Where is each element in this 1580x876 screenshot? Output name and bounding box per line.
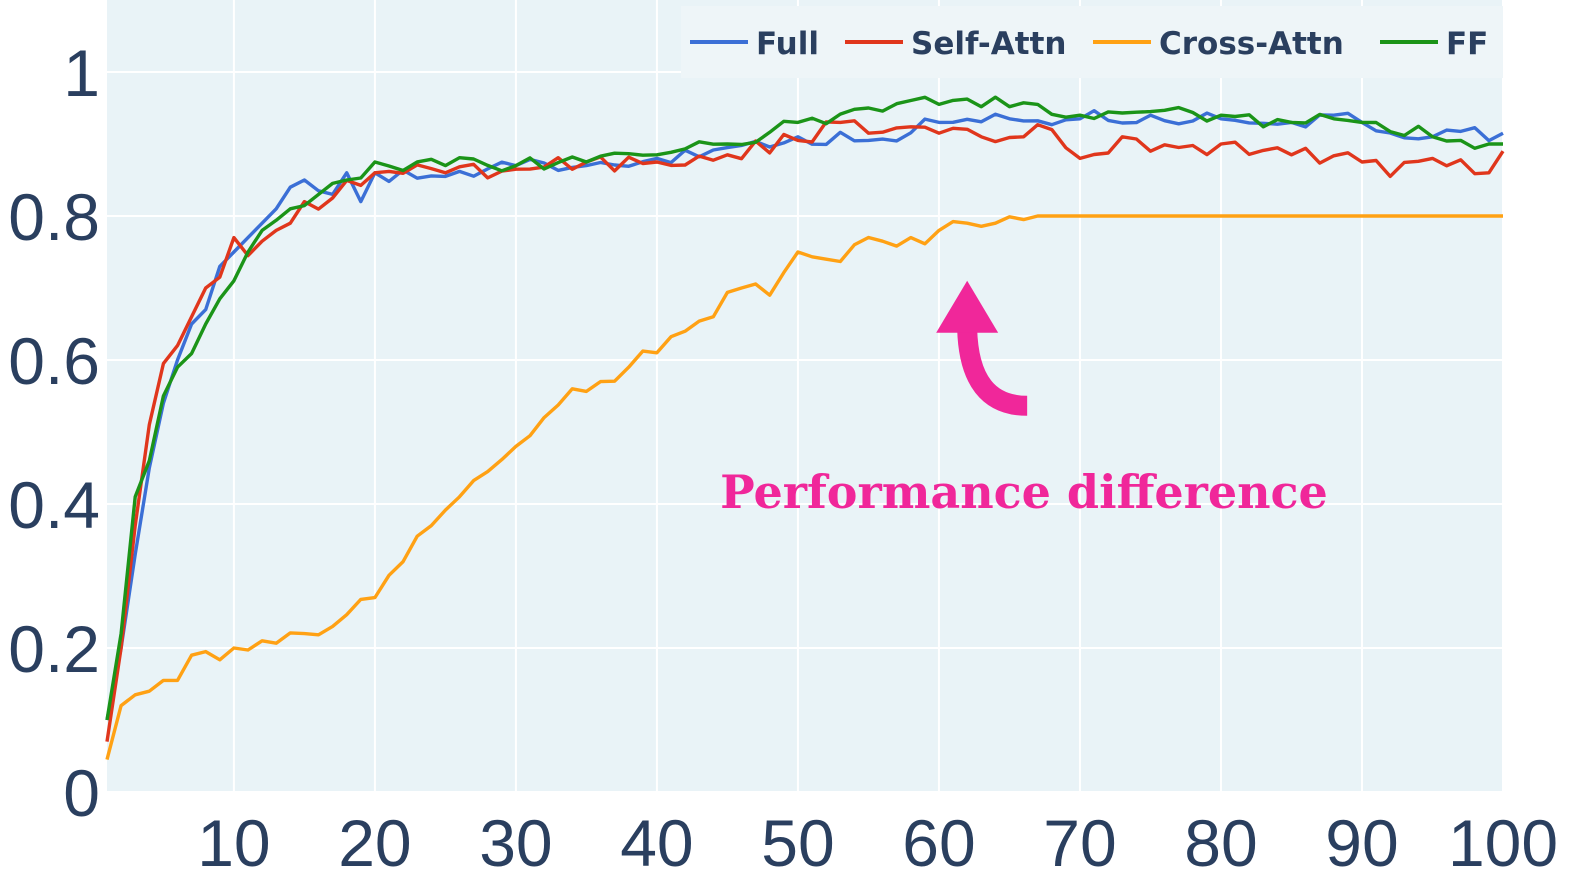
y-axis-ticks: 0 0.2 0.4 0.6 0.8 1 [8, 36, 100, 830]
legend-label: Self-Attn [911, 26, 1066, 62]
annotation-arrow-shaft [957, 328, 1028, 416]
plot-background [107, 0, 1503, 792]
annotation: Performance difference [720, 280, 1328, 519]
x-tick-label: 40 [620, 806, 693, 876]
legend-label: Full [756, 26, 819, 62]
y-tick-label: 0.8 [8, 180, 100, 254]
x-tick-label: 20 [338, 806, 411, 876]
series-lines [105, 95, 1505, 761]
x-tick-label: 60 [902, 806, 975, 876]
legend-label: Cross-Attn [1159, 26, 1344, 62]
series-line-ff [105, 95, 1503, 721]
x-tick-label: 50 [761, 806, 834, 876]
annotation-arrow-head [936, 280, 999, 333]
x-tick-label: 90 [1325, 806, 1398, 876]
x-tick-label: 80 [1184, 806, 1257, 876]
y-tick-label: 1 [63, 36, 100, 110]
y-tick-label: 0.2 [8, 612, 100, 686]
series-line-self-attn [105, 119, 1505, 742]
y-tick-label: 0.4 [8, 468, 100, 542]
x-tick-label: 100 [1448, 806, 1558, 876]
annotation-text: Performance difference [720, 465, 1328, 519]
x-tick-label: 30 [479, 806, 552, 876]
x-tick-label: 10 [197, 806, 270, 876]
gridlines [107, 0, 1504, 793]
y-tick-label: 0.6 [8, 324, 100, 398]
legend-background [681, 6, 1503, 78]
series-line-cross-attn [105, 214, 1503, 761]
y-tick-label: 0 [63, 756, 100, 830]
legend: Full Self-Attn Cross-Attn FF [681, 6, 1503, 78]
x-tick-label: 70 [1043, 806, 1116, 876]
x-axis-ticks: 10 20 30 40 50 60 70 80 90 100 [197, 806, 1558, 876]
legend-label: FF [1446, 26, 1488, 62]
